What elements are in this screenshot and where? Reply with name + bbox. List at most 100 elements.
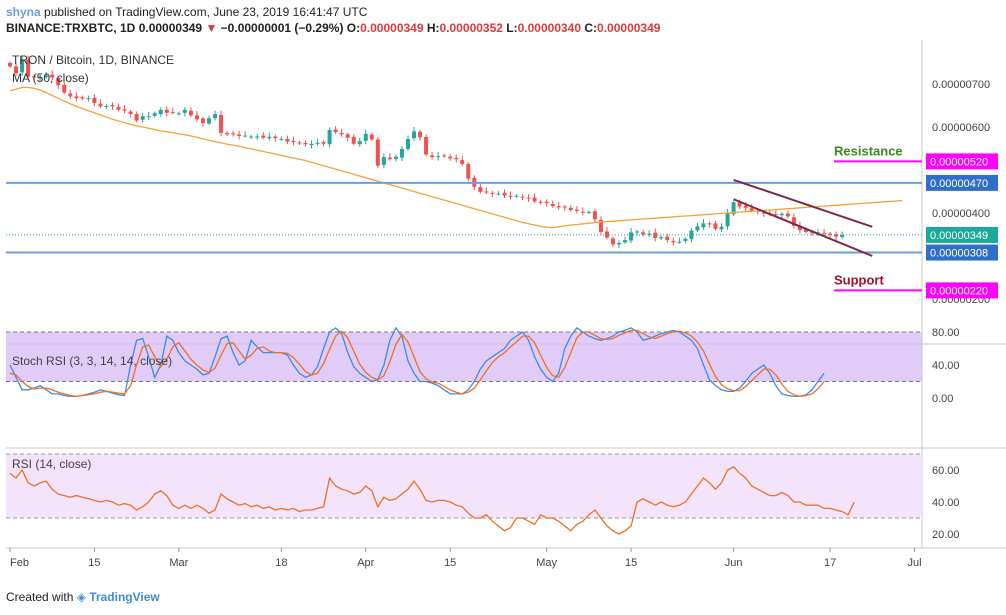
- candle[interactable]: [243, 135, 248, 137]
- candle[interactable]: [665, 236, 670, 241]
- candle[interactable]: [828, 233, 833, 235]
- candle[interactable]: [508, 195, 513, 197]
- candle[interactable]: [574, 209, 579, 211]
- candle[interactable]: [773, 213, 778, 215]
- candle[interactable]: [249, 136, 254, 138]
- candle[interactable]: [363, 133, 368, 141]
- candle[interactable]: [110, 105, 115, 107]
- candle[interactable]: [134, 114, 139, 121]
- rsi-pane[interactable]: 60.00 40.00 20.00: [6, 453, 960, 541]
- candle[interactable]: [399, 148, 404, 158]
- candle[interactable]: [689, 230, 694, 240]
- candle[interactable]: [146, 116, 151, 118]
- candle[interactable]: [635, 231, 640, 233]
- candle[interactable]: [140, 116, 145, 120]
- candle[interactable]: [502, 192, 507, 196]
- candle[interactable]: [321, 142, 326, 144]
- price-pane[interactable]: Resistance Support 0.00000700 0.00000600 0.0…: [6, 55, 998, 306]
- candle[interactable]: [484, 191, 489, 193]
- candle[interactable]: [743, 205, 748, 208]
- candle[interactable]: [454, 157, 459, 160]
- candle[interactable]: [647, 233, 652, 235]
- candle[interactable]: [213, 114, 218, 118]
- candle[interactable]: [315, 142, 320, 144]
- candle[interactable]: [460, 160, 465, 164]
- candle[interactable]: [255, 136, 260, 138]
- candle[interactable]: [797, 225, 802, 231]
- candle[interactable]: [74, 96, 79, 99]
- candle[interactable]: [273, 136, 278, 139]
- candle[interactable]: [158, 109, 163, 115]
- candle[interactable]: [598, 219, 603, 232]
- channel-line[interactable]: [733, 178, 873, 228]
- candle[interactable]: [8, 62, 12, 67]
- candle[interactable]: [231, 133, 236, 135]
- candle[interactable]: [219, 114, 224, 134]
- candle[interactable]: [430, 155, 435, 158]
- candle[interactable]: [803, 229, 808, 232]
- candle[interactable]: [98, 103, 103, 107]
- stoch-rsi-series-line[interactable]: [9, 326, 825, 398]
- candle[interactable]: [544, 201, 549, 204]
- candle[interactable]: [418, 131, 423, 138]
- candle[interactable]: [532, 197, 537, 202]
- rsi-series-line[interactable]: [9, 465, 855, 535]
- candle[interactable]: [436, 156, 441, 158]
- candle[interactable]: [206, 118, 211, 124]
- candle[interactable]: [200, 118, 205, 124]
- candle[interactable]: [731, 202, 736, 215]
- candle[interactable]: [611, 238, 615, 245]
- candle[interactable]: [357, 141, 362, 145]
- chart-area[interactable]: Resistance Support 0.00000700 0.00000600 0.0…: [0, 40, 1006, 588]
- candle[interactable]: [116, 106, 121, 110]
- candle[interactable]: [26, 59, 31, 77]
- candle[interactable]: [369, 134, 374, 140]
- candle[interactable]: [526, 197, 531, 199]
- candle[interactable]: [671, 240, 676, 243]
- candle[interactable]: [490, 192, 495, 194]
- candle[interactable]: [659, 237, 664, 239]
- candle[interactable]: [713, 223, 718, 229]
- candle[interactable]: [520, 196, 525, 198]
- candle[interactable]: [170, 111, 175, 113]
- candle[interactable]: [152, 113, 157, 116]
- candle[interactable]: [683, 238, 688, 241]
- candle[interactable]: [550, 203, 555, 207]
- candle[interactable]: [737, 202, 742, 207]
- candle[interactable]: [339, 133, 344, 135]
- candle[interactable]: [785, 213, 790, 217]
- candle[interactable]: [556, 206, 561, 208]
- candle[interactable]: [448, 156, 453, 159]
- candle[interactable]: [701, 223, 706, 228]
- candle[interactable]: [68, 93, 73, 97]
- candle[interactable]: [327, 130, 332, 145]
- candle[interactable]: [478, 187, 483, 192]
- candle[interactable]: [761, 212, 766, 214]
- candle[interactable]: [309, 143, 314, 146]
- candle[interactable]: [345, 134, 350, 138]
- candle[interactable]: [586, 212, 591, 214]
- candle[interactable]: [496, 193, 501, 195]
- candle[interactable]: [44, 75, 49, 78]
- candle[interactable]: [261, 135, 266, 138]
- candle[interactable]: [653, 232, 658, 238]
- candle[interactable]: [14, 66, 19, 74]
- candle[interactable]: [592, 211, 597, 220]
- candle[interactable]: [405, 139, 410, 149]
- channel-line[interactable]: [733, 198, 873, 257]
- candle[interactable]: [387, 157, 392, 160]
- candle[interactable]: [375, 139, 380, 166]
- stoch-rsi-series-line[interactable]: [9, 329, 825, 398]
- candle[interactable]: [381, 157, 386, 165]
- candle[interactable]: [62, 84, 67, 93]
- candle[interactable]: [568, 207, 573, 210]
- candle[interactable]: [677, 241, 682, 243]
- candle[interactable]: [442, 155, 447, 157]
- candle[interactable]: [725, 213, 730, 227]
- candle[interactable]: [538, 201, 543, 203]
- candle[interactable]: [50, 74, 55, 78]
- candle[interactable]: [279, 139, 284, 141]
- candle[interactable]: [92, 97, 97, 103]
- candle[interactable]: [791, 217, 796, 226]
- candle[interactable]: [182, 109, 187, 113]
